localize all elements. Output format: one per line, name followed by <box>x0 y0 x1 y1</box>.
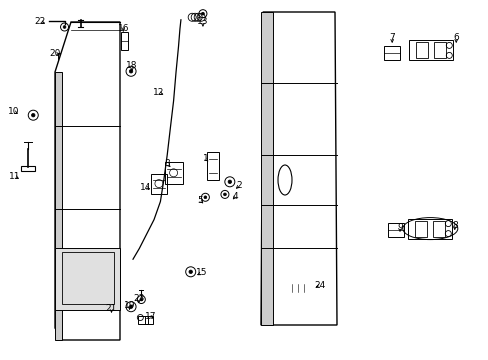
Polygon shape <box>55 248 120 310</box>
Text: 15: 15 <box>195 269 207 277</box>
Bar <box>121 32 128 50</box>
Bar <box>62 252 114 304</box>
Bar <box>407 219 451 239</box>
Bar <box>151 174 166 194</box>
Text: 21: 21 <box>105 304 117 313</box>
Text: 7: 7 <box>388 33 394 42</box>
Circle shape <box>201 12 204 15</box>
Text: 1: 1 <box>202 154 208 163</box>
Text: 4: 4 <box>232 192 238 201</box>
Text: 14: 14 <box>140 183 151 192</box>
Text: 18: 18 <box>126 61 138 71</box>
Polygon shape <box>261 12 272 325</box>
Circle shape <box>188 270 192 274</box>
Text: 2: 2 <box>236 181 242 190</box>
Bar <box>432 221 445 237</box>
Bar <box>384 46 399 60</box>
Bar <box>58 53 85 59</box>
Polygon shape <box>55 72 62 340</box>
Circle shape <box>111 309 114 312</box>
Bar <box>415 42 427 58</box>
Text: 19: 19 <box>123 301 135 310</box>
Bar <box>387 224 403 237</box>
Text: 8: 8 <box>451 220 457 230</box>
Circle shape <box>129 305 133 309</box>
Text: 6: 6 <box>452 33 458 42</box>
Text: 13: 13 <box>197 17 208 26</box>
Text: 20: 20 <box>49 49 61 58</box>
Polygon shape <box>261 12 336 325</box>
Text: 5: 5 <box>197 197 203 205</box>
Text: 12: 12 <box>153 88 164 97</box>
Bar <box>20 166 35 171</box>
Bar <box>144 316 152 324</box>
Circle shape <box>140 298 142 301</box>
Circle shape <box>129 69 133 73</box>
Text: 24: 24 <box>314 281 325 290</box>
Circle shape <box>83 275 89 281</box>
Polygon shape <box>55 22 120 340</box>
Circle shape <box>31 113 35 117</box>
Circle shape <box>223 193 226 196</box>
Text: 9: 9 <box>396 223 402 232</box>
Text: 10: 10 <box>8 107 20 116</box>
Bar <box>433 42 446 58</box>
Text: 23: 23 <box>133 294 144 303</box>
Bar <box>164 162 182 184</box>
Polygon shape <box>58 53 85 59</box>
Bar <box>206 152 218 180</box>
Bar <box>408 40 452 60</box>
Bar <box>414 221 427 237</box>
Circle shape <box>203 196 206 199</box>
Text: 17: 17 <box>144 312 156 321</box>
Text: 22: 22 <box>34 17 46 26</box>
Text: 16: 16 <box>117 23 129 32</box>
Text: 11: 11 <box>9 172 20 181</box>
Bar <box>138 316 147 324</box>
Text: 3: 3 <box>164 159 170 168</box>
Circle shape <box>227 180 231 184</box>
Circle shape <box>63 26 66 28</box>
